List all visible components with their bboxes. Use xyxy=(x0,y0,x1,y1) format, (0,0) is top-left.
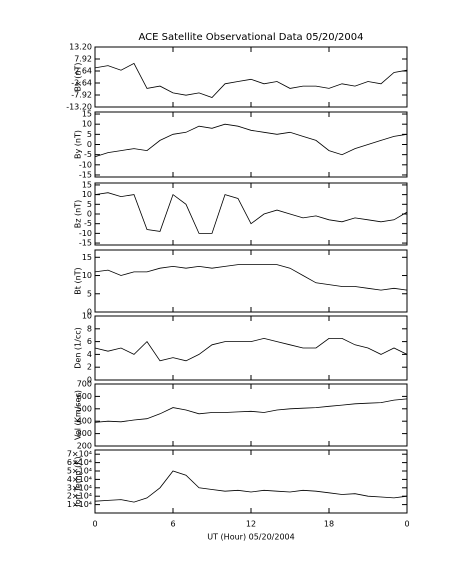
y-tick-label: 5 xyxy=(87,130,92,139)
y-tick-label: -7.92 xyxy=(71,91,92,100)
y-tick-label: 5 xyxy=(87,289,92,298)
y-axis-label: By (nT) xyxy=(74,130,83,159)
x-tick-label: 18 xyxy=(324,520,334,529)
y-tick-label: 0 xyxy=(87,308,92,317)
y-tick-label: -13.20 xyxy=(66,103,92,112)
y-tick-label: 0 xyxy=(87,210,92,219)
y-tick-label: 400 xyxy=(77,417,92,426)
y-tick-label: -5 xyxy=(84,219,92,228)
panel-frame xyxy=(94,449,408,514)
data-line xyxy=(94,192,408,234)
y-tick-label: 500 xyxy=(77,404,92,413)
y-tick-label: 700 xyxy=(77,380,92,389)
y-axis-label: Ion Temp (K) xyxy=(74,456,83,506)
y-tick-label: 2 xyxy=(87,363,92,372)
x-tick-label: 0 xyxy=(404,520,409,529)
y-tick-label: 13.20 xyxy=(69,43,92,52)
y-tick-label: -10 xyxy=(79,229,92,238)
y-tick-label: 300 xyxy=(77,429,92,438)
y-tick-label: -10 xyxy=(79,160,92,169)
y-tick-label: 6 xyxy=(87,337,92,346)
y-tick-label: 1×10⁴ xyxy=(67,500,92,509)
y-tick-label: -15 xyxy=(79,239,92,248)
data-line xyxy=(94,470,408,503)
data-line xyxy=(94,337,408,362)
data-line xyxy=(94,398,408,423)
y-tick-label: 5×10⁴ xyxy=(67,467,92,476)
x-tick-label: 0 xyxy=(92,520,97,529)
data-line xyxy=(94,62,408,98)
y-tick-label: 15 xyxy=(82,180,92,189)
panel-frame xyxy=(94,249,408,313)
y-tick-label: 0 xyxy=(87,140,92,149)
y-tick-label: 8 xyxy=(87,324,92,333)
y-tick-label: 6×10⁴ xyxy=(67,458,92,467)
y-axis-label: Vel (Km/sec) xyxy=(74,390,83,440)
y-tick-label: 7×10⁴ xyxy=(67,450,92,459)
y-tick-label: 5 xyxy=(87,200,92,209)
y-tick-label: 200 xyxy=(77,442,92,451)
y-tick-label: 7.92 xyxy=(74,55,92,64)
y-tick-label: 0 xyxy=(87,376,92,385)
y-tick-label: 2×10⁴ xyxy=(67,492,92,501)
data-line xyxy=(94,123,408,158)
data-line xyxy=(94,264,408,291)
y-tick-label: 10 xyxy=(82,120,92,129)
y-tick-label: 3×10⁴ xyxy=(67,483,92,492)
y-tick-label: 2.64 xyxy=(74,67,92,76)
x-axis-label: UT (Hour) 05/20/2004 xyxy=(207,533,294,542)
y-tick-label: 10 xyxy=(82,312,92,321)
y-tick-label: 4 xyxy=(87,350,92,359)
panel-frame xyxy=(94,315,408,381)
y-tick-label: 15 xyxy=(82,110,92,119)
x-tick-label: 6 xyxy=(170,520,175,529)
y-axis-label: Bz (nT) xyxy=(74,200,83,228)
y-axis-label: Den (1/cc) xyxy=(74,327,83,369)
y-axis-label: Bt (nT) xyxy=(74,267,83,294)
x-tick-label: 12 xyxy=(246,520,256,529)
panel-frame xyxy=(94,182,408,246)
y-tick-label: -5 xyxy=(84,150,92,159)
y-tick-label: 10 xyxy=(82,190,92,199)
chart-title: ACE Satellite Observational Data 05/20/2… xyxy=(139,32,364,43)
panel-frame xyxy=(94,111,408,178)
panel-frame xyxy=(94,46,408,108)
y-tick-label: 15 xyxy=(82,253,92,262)
y-tick-label: 600 xyxy=(77,392,92,401)
y-axis-label: Bx (nT) xyxy=(74,63,83,92)
y-tick-label: 4×10⁴ xyxy=(67,475,92,484)
y-tick-label: -2.64 xyxy=(71,79,92,88)
panel-frame xyxy=(94,383,408,447)
y-tick-label: 10 xyxy=(82,271,92,280)
y-tick-label: -15 xyxy=(79,170,92,179)
